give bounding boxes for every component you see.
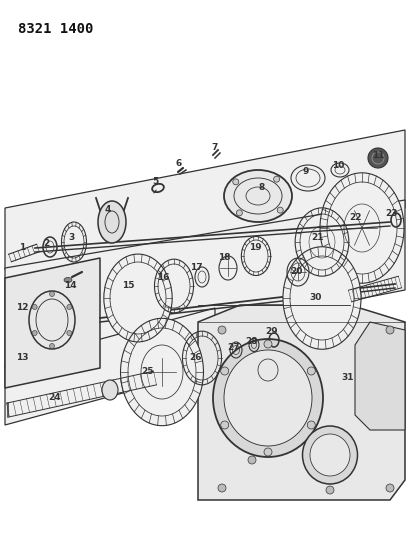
Polygon shape — [5, 130, 404, 270]
Text: 18: 18 — [217, 254, 230, 262]
Circle shape — [236, 210, 242, 216]
Text: 21: 21 — [311, 233, 324, 243]
Ellipse shape — [309, 434, 349, 476]
Circle shape — [32, 304, 37, 310]
Ellipse shape — [223, 350, 311, 446]
Polygon shape — [354, 322, 404, 430]
Text: 24: 24 — [49, 393, 61, 402]
Text: 16: 16 — [156, 273, 169, 282]
Ellipse shape — [98, 201, 126, 243]
Circle shape — [218, 326, 225, 334]
Ellipse shape — [282, 247, 360, 349]
Circle shape — [232, 179, 238, 185]
Text: 20: 20 — [289, 268, 301, 277]
Circle shape — [220, 367, 228, 375]
Circle shape — [276, 207, 283, 213]
Text: 9: 9 — [302, 166, 308, 175]
Text: 26: 26 — [189, 353, 202, 362]
Circle shape — [49, 292, 54, 296]
Text: 5: 5 — [151, 177, 158, 187]
Circle shape — [385, 326, 393, 334]
Circle shape — [49, 343, 54, 349]
Ellipse shape — [120, 318, 203, 426]
Text: 13: 13 — [16, 353, 28, 362]
Circle shape — [32, 330, 37, 335]
Text: 19: 19 — [248, 244, 261, 253]
Circle shape — [325, 486, 333, 494]
Text: 25: 25 — [142, 367, 154, 376]
Polygon shape — [198, 305, 404, 500]
Text: 15: 15 — [121, 281, 134, 290]
Text: 28: 28 — [245, 337, 258, 346]
Text: 14: 14 — [63, 281, 76, 290]
Circle shape — [247, 456, 255, 464]
Text: 17: 17 — [189, 263, 202, 272]
Text: 22: 22 — [349, 214, 362, 222]
Circle shape — [67, 330, 72, 335]
Circle shape — [307, 421, 315, 429]
Polygon shape — [5, 258, 100, 388]
Ellipse shape — [319, 173, 403, 283]
Text: 12: 12 — [16, 303, 28, 312]
Text: 30: 30 — [309, 294, 321, 303]
Circle shape — [273, 176, 279, 182]
Text: 4: 4 — [105, 206, 111, 214]
Ellipse shape — [213, 339, 322, 457]
Circle shape — [263, 448, 271, 456]
Circle shape — [385, 484, 393, 492]
Text: 1: 1 — [19, 244, 25, 253]
Text: 29: 29 — [265, 327, 278, 336]
Ellipse shape — [103, 254, 172, 342]
Ellipse shape — [64, 278, 72, 282]
Circle shape — [67, 304, 72, 310]
Ellipse shape — [102, 380, 118, 400]
Ellipse shape — [367, 148, 387, 168]
Polygon shape — [5, 200, 404, 368]
Ellipse shape — [302, 426, 357, 484]
Text: 27: 27 — [227, 343, 240, 352]
Circle shape — [220, 421, 228, 429]
Text: 11: 11 — [371, 150, 383, 159]
Circle shape — [218, 484, 225, 492]
Text: 8: 8 — [258, 183, 265, 192]
Text: 6: 6 — [175, 159, 182, 168]
Text: 31: 31 — [341, 374, 353, 383]
Text: 10: 10 — [331, 160, 343, 169]
Text: 2: 2 — [43, 239, 49, 248]
Text: 3: 3 — [69, 233, 75, 243]
Text: 8321 1400: 8321 1400 — [18, 22, 93, 36]
Circle shape — [263, 340, 271, 348]
Ellipse shape — [223, 170, 291, 222]
Polygon shape — [5, 308, 214, 425]
Text: 23: 23 — [385, 209, 397, 219]
Text: 7: 7 — [211, 143, 218, 152]
Circle shape — [307, 367, 315, 375]
